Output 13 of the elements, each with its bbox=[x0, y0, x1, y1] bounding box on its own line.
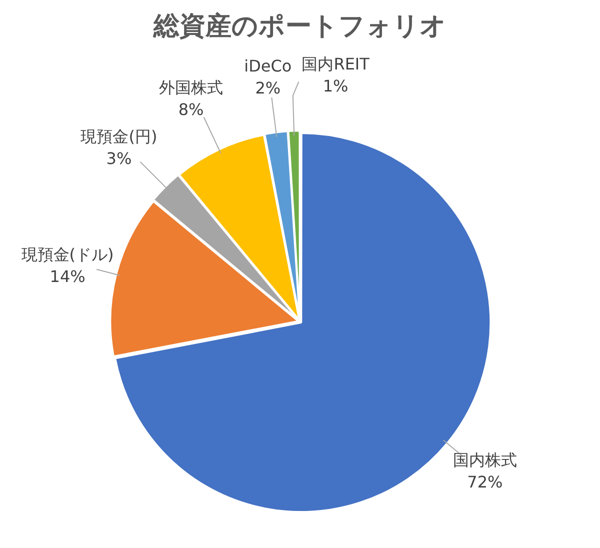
data-label: 8% bbox=[178, 100, 204, 120]
slice-label: 現預金(ドル) bbox=[21, 244, 114, 264]
data-label: 1% bbox=[322, 76, 348, 96]
slice-label: 外国株式 bbox=[159, 78, 223, 98]
slice-label: 国内REIT bbox=[302, 54, 370, 74]
slice-label: 現預金(円) bbox=[80, 127, 158, 146]
data-label: 3% bbox=[106, 149, 132, 168]
data-label: 14% bbox=[50, 266, 86, 286]
slice-label: iDeCo bbox=[244, 56, 292, 76]
data-label: 72% bbox=[467, 472, 503, 492]
chart-title: 総資産のポートフォリオ bbox=[152, 11, 446, 42]
slice-label: 国内株式 bbox=[452, 450, 517, 470]
data-label: 2% bbox=[255, 78, 281, 98]
